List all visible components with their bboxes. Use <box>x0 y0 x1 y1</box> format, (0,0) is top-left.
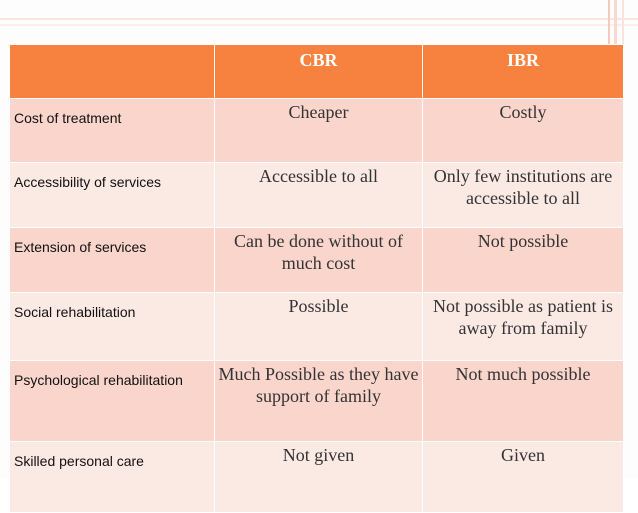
ibr-cell: Not possible as patient is away from fam… <box>422 292 624 361</box>
cbr-cell: Much Possible as they have support of fa… <box>214 360 423 442</box>
row-label: Social rehabilitation <box>9 292 215 361</box>
row-label: Extension of services <box>9 227 215 293</box>
ibr-cell: Given <box>422 441 624 513</box>
decorative-line <box>0 24 638 26</box>
row-label: Psychological rehabilitation <box>9 360 215 442</box>
table-row: Social rehabilitation Possible Not possi… <box>9 292 624 361</box>
table-header-row: CBR IBR <box>9 44 624 99</box>
cbr-cell: Accessible to all <box>214 162 423 228</box>
ibr-cell: Costly <box>422 98 624 163</box>
decorative-line <box>0 18 638 20</box>
header-cell-empty <box>9 44 215 99</box>
ibr-cell: Only few institutions are accessible to … <box>422 162 624 228</box>
table-row: Extension of services Can be done withou… <box>9 227 624 293</box>
ibr-cell: Not much possible <box>422 360 624 442</box>
cbr-cell: Not given <box>214 441 423 513</box>
row-label: Cost of treatment <box>9 98 215 163</box>
row-label: Accessibility of services <box>9 162 215 228</box>
table-row: Accessibility of services Accessible to … <box>9 162 624 228</box>
header-cell-ibr: IBR <box>422 44 624 99</box>
header-cell-cbr: CBR <box>214 44 423 99</box>
row-label: Skilled personal care <box>9 441 215 513</box>
cbr-cell: Cheaper <box>214 98 423 163</box>
table-row: Cost of treatment Cheaper Costly <box>9 98 624 163</box>
cbr-cell: Possible <box>214 292 423 361</box>
ibr-cell: Not possible <box>422 227 624 293</box>
table-row: Skilled personal care Not given Given <box>9 441 624 513</box>
comparison-table: CBR IBR Cost of treatment Cheaper Costly… <box>9 44 624 513</box>
table-row: Psychological rehabilitation Much Possib… <box>9 360 624 442</box>
cbr-cell: Can be done without of much cost <box>214 227 423 293</box>
